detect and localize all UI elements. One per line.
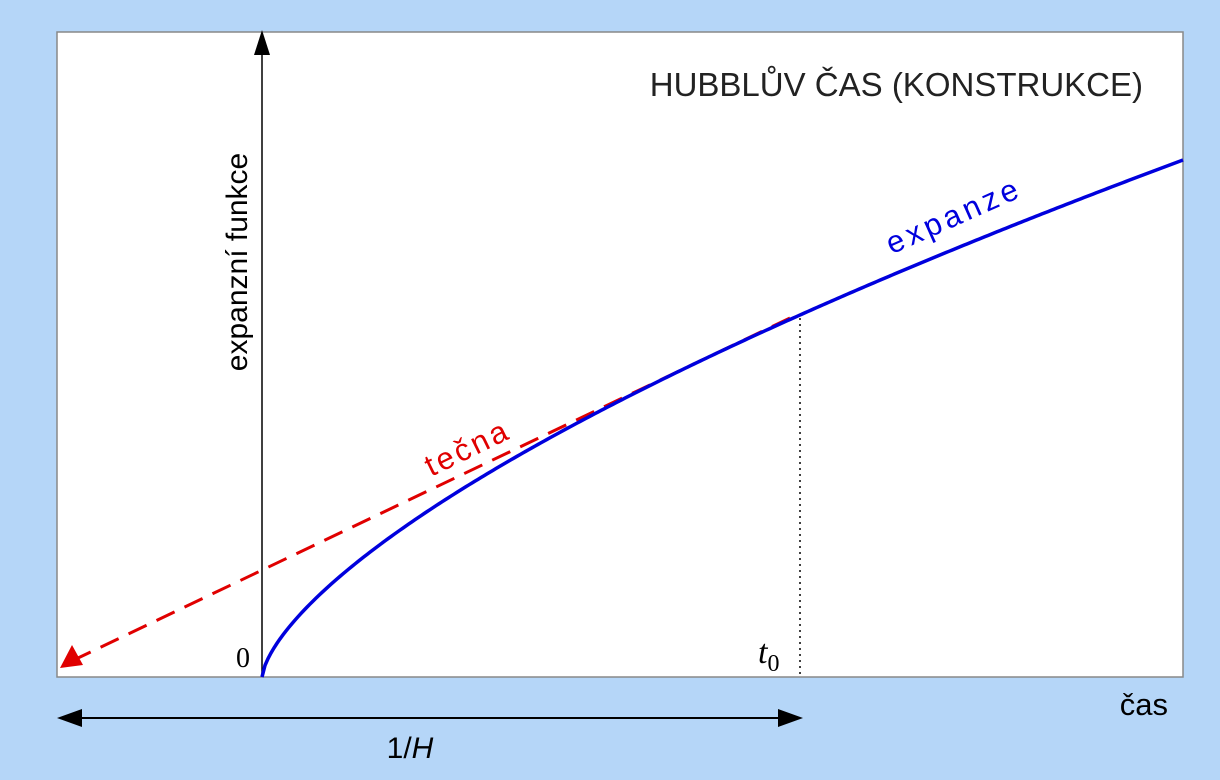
x-axis-label: čas: [1120, 687, 1168, 722]
expansion-curve: [260, 158, 1184, 678]
t0-label: t0: [758, 634, 779, 677]
t0-subscript: 0: [767, 651, 779, 677]
title: HUBBLŮV ČAS (KONSTRUKCE): [650, 65, 1143, 103]
interval-arrow-right: [778, 709, 803, 727]
interval-label: 1/H: [387, 732, 434, 765]
origin-label: 0: [236, 643, 250, 674]
interval-prefix: 1/: [387, 732, 413, 765]
y-axis-arrow: [254, 30, 270, 55]
tangent-arrow: [60, 645, 83, 668]
interval-arrow-left: [57, 709, 82, 727]
y-axis-label: expanzní funkce: [221, 153, 254, 371]
plot-panel: [56, 31, 1184, 678]
t0-symbol: t: [758, 634, 769, 671]
interval-symbol: H: [412, 732, 434, 765]
